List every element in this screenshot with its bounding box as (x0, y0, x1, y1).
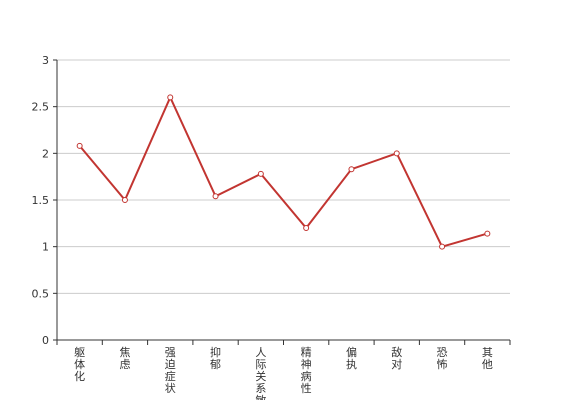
x-tick-char: 际 (255, 358, 266, 371)
x-tick-char: 虑 (119, 358, 130, 371)
y-tick-label: 1.5 (32, 194, 50, 207)
x-tick-label: 躯体化 (74, 346, 85, 383)
x-tick-char: 性 (301, 381, 312, 395)
point (212, 193, 219, 200)
point (257, 170, 264, 177)
x-tick-char: 抑 (210, 345, 221, 359)
x-tick-label: 其他 (482, 346, 493, 371)
x-tick-label: 抑郁 (210, 345, 221, 371)
x-tick-char: 人 (255, 346, 266, 359)
point (303, 225, 310, 231)
point (167, 94, 174, 101)
point (439, 243, 446, 250)
x-tick-char: 系 (255, 382, 266, 395)
y-tick-label: 2.5 (32, 101, 50, 114)
x-tick-char: 其 (482, 346, 493, 359)
x-tick-label: 强迫症状 (165, 346, 176, 395)
x-tick-label: 偏执 (346, 345, 357, 371)
x-tick-label: 人际关系敏感 (255, 346, 266, 400)
line (78, 94, 488, 248)
y-tick-label: 1 (42, 241, 49, 254)
point (484, 230, 491, 237)
x-tick-char: 病 (301, 369, 312, 383)
x-tick-label: 精神病性 (301, 346, 312, 395)
x-tick-char: 对 (391, 357, 402, 371)
x-tick-char: 体 (74, 357, 85, 371)
x-tick-label: 恐怖 (437, 346, 448, 371)
x-tick-char: 他 (482, 358, 493, 371)
y-tick-label: 3 (42, 54, 49, 67)
point (121, 197, 128, 203)
x-tick-char: 执 (346, 357, 357, 371)
x-tick-char: 敏 (255, 393, 266, 400)
x-tick-char: 关 (255, 369, 266, 383)
point (348, 166, 355, 173)
x-tick-char: 敌 (391, 345, 402, 359)
point (393, 150, 400, 157)
x-tick-char: 神 (301, 357, 312, 371)
x-tick-label: 焦虑 (119, 346, 130, 371)
x-tick-char: 怖 (437, 357, 448, 371)
x-tick-char: 精 (301, 346, 312, 359)
x-tick-char: 躯 (74, 346, 85, 359)
y-tick-label: 2 (42, 147, 49, 160)
x-tick-label: 敌对 (391, 345, 402, 371)
x-tick-char: 迫 (165, 357, 176, 371)
x-tick-char: 焦 (119, 346, 130, 359)
x-tick-char: 郁 (210, 357, 221, 371)
y-tick-label: 0.5 (32, 287, 50, 300)
x-tick-char: 恐 (437, 346, 448, 359)
x-tick-char: 化 (74, 369, 85, 383)
x-tick-char: 强 (165, 346, 176, 359)
x-tick-char: 偏 (346, 345, 357, 359)
x-tick-char: 状 (165, 381, 176, 395)
x-tick-char: 症 (165, 369, 176, 383)
point (76, 142, 83, 149)
y-tick-label: 0 (42, 334, 49, 347)
